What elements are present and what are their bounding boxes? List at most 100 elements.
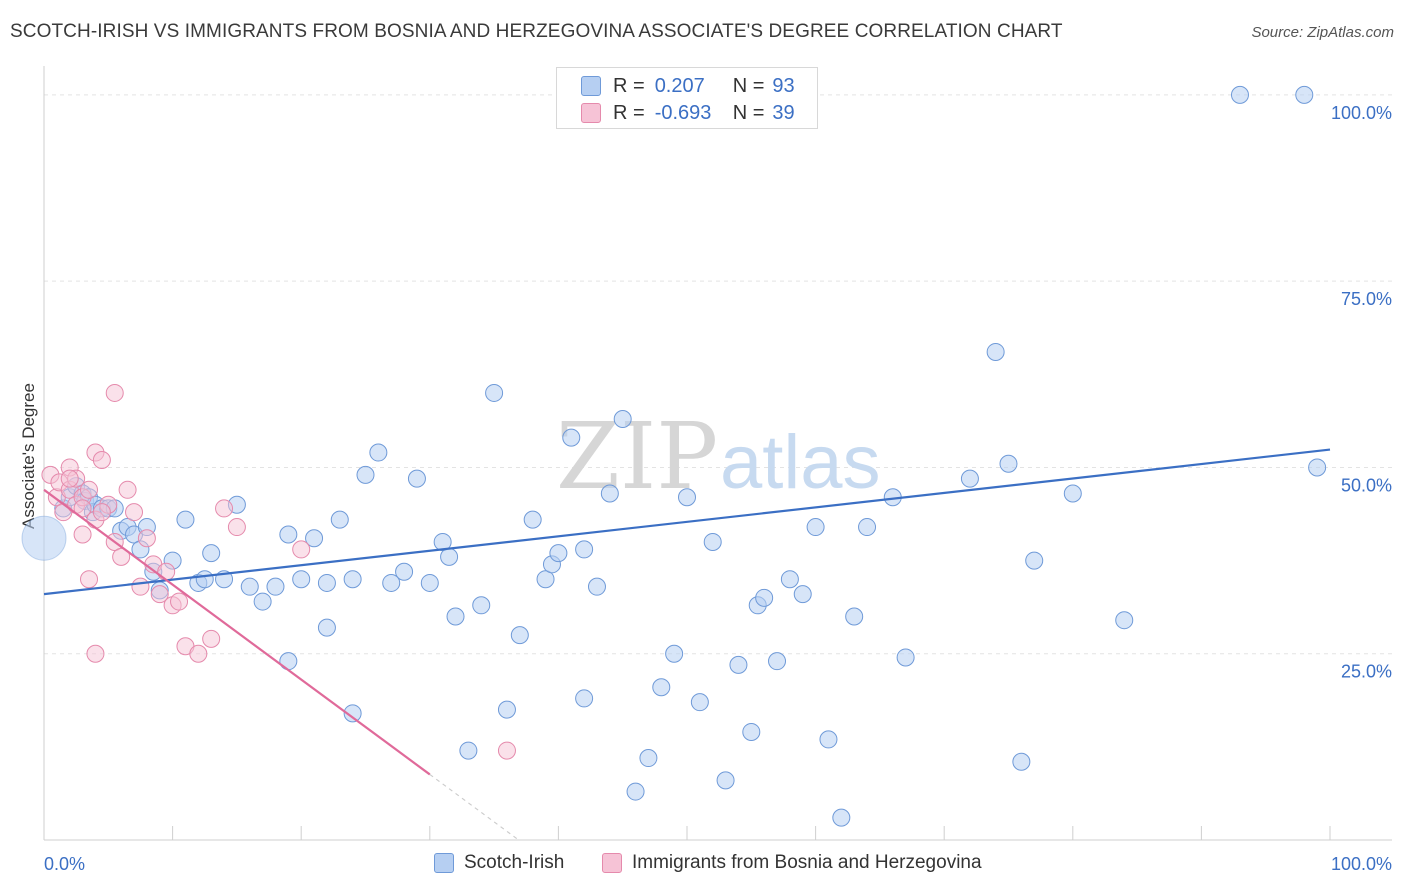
data-point <box>459 741 478 760</box>
legend-n-label: N = <box>732 101 765 124</box>
data-point <box>202 544 221 563</box>
data-point <box>279 525 298 544</box>
data-point <box>523 510 542 529</box>
data-point <box>729 655 748 674</box>
data-point <box>407 469 426 488</box>
data-point <box>600 484 619 503</box>
axes <box>43 66 1392 841</box>
data-point <box>716 771 735 790</box>
data-point <box>253 592 272 611</box>
data-point <box>176 510 195 529</box>
data-point <box>1115 611 1134 630</box>
data-point <box>215 499 234 518</box>
y-tick-label: 25.0% <box>1341 662 1392 682</box>
data-point <box>896 648 915 667</box>
data-point <box>446 607 465 626</box>
series-scotch-irish-points <box>21 85 1327 827</box>
data-point <box>92 503 111 522</box>
x-tick-label: 0.0% <box>44 854 85 874</box>
data-point <box>356 465 375 484</box>
data-point <box>806 518 825 537</box>
series-legend: Scotch-Irish Immigrants from Bosnia and … <box>0 852 1406 878</box>
legend-swatch-pink <box>602 853 622 873</box>
data-point <box>73 525 92 544</box>
data-point <box>227 518 246 537</box>
data-point <box>793 585 812 604</box>
data-point <box>92 451 111 469</box>
data-point <box>131 577 150 596</box>
data-point <box>317 573 336 592</box>
legend-n-value: 39 <box>772 101 795 124</box>
data-point <box>780 570 799 589</box>
data-point <box>80 480 99 499</box>
data-point <box>305 529 324 548</box>
data-point <box>845 607 864 626</box>
x-tick-label: 100.0% <box>1331 854 1392 874</box>
chart-title: SCOTCH-IRISH VS IMMIGRANTS FROM BOSNIA A… <box>10 21 1063 42</box>
data-point <box>125 503 144 522</box>
trend-line-scotch-irish <box>43 448 1331 596</box>
y-tick-label: 100.0% <box>1331 103 1392 123</box>
legend-item-bosnia: Immigrants from Bosnia and Herzegovina <box>602 852 982 874</box>
data-point <box>343 704 362 723</box>
data-point <box>395 562 414 581</box>
grid-lines <box>44 94 1392 655</box>
legend-row-bosnia: R = -0.693 N = 39 <box>557 99 795 127</box>
data-point <box>195 570 214 589</box>
correlation-legend: R = 0.207 N = 93 R = -0.693 N = 39 <box>556 67 818 129</box>
data-point <box>292 540 311 559</box>
data-point <box>832 808 851 827</box>
data-point <box>755 588 774 607</box>
y-tick-label: 50.0% <box>1341 475 1392 495</box>
data-point <box>1063 484 1082 503</box>
data-point <box>587 577 606 596</box>
legend-r-value: 0.207 <box>654 74 705 97</box>
data-point <box>742 722 761 741</box>
data-point <box>279 652 298 671</box>
legend-swatch-blue <box>434 853 454 873</box>
trend-line-bosnia <box>43 488 431 776</box>
data-point <box>626 782 645 801</box>
watermark-atlas: atlas <box>720 420 881 505</box>
legend-n-label: N = <box>732 74 765 97</box>
data-point <box>440 547 459 566</box>
y-tick-labels: 25.0% 50.0% 75.0% 100.0% <box>1331 103 1392 682</box>
data-point <box>240 577 259 596</box>
data-point <box>330 510 349 529</box>
data-point <box>317 618 336 637</box>
y-tick-label: 75.0% <box>1341 289 1392 309</box>
data-point <box>118 480 137 499</box>
series-bosnia-points <box>41 383 516 760</box>
data-point <box>986 342 1005 361</box>
legend-row-scotch-irish: R = 0.207 N = 93 <box>557 72 795 100</box>
trend-line-bosnia-extension <box>429 773 520 841</box>
legend-r-value: -0.693 <box>654 101 712 124</box>
legend-n-value: 93 <box>772 74 795 97</box>
data-point <box>80 570 99 589</box>
data-point <box>1308 458 1327 477</box>
data-point <box>1230 85 1249 104</box>
data-point <box>768 652 787 671</box>
data-point <box>497 741 516 760</box>
source-label: Source: ZipAtlas.com <box>1251 24 1394 41</box>
data-point <box>202 629 221 648</box>
data-point <box>960 469 979 488</box>
data-point <box>690 693 709 712</box>
data-point <box>639 749 658 768</box>
data-point <box>382 573 401 592</box>
data-point <box>150 585 169 604</box>
data-point <box>343 570 362 589</box>
data-point <box>485 383 504 402</box>
data-point <box>433 532 452 551</box>
data-point <box>678 488 696 507</box>
data-point <box>497 700 516 719</box>
data-point <box>157 562 176 581</box>
y-axis-title: Associate's Degree <box>19 383 38 529</box>
legend-swatch-blue <box>581 76 601 96</box>
data-point <box>60 469 79 488</box>
data-point <box>112 547 131 566</box>
data-point <box>999 454 1018 473</box>
legend-label-scotch-irish: Scotch-Irish <box>464 852 565 873</box>
legend-r-label: R = <box>613 101 645 124</box>
